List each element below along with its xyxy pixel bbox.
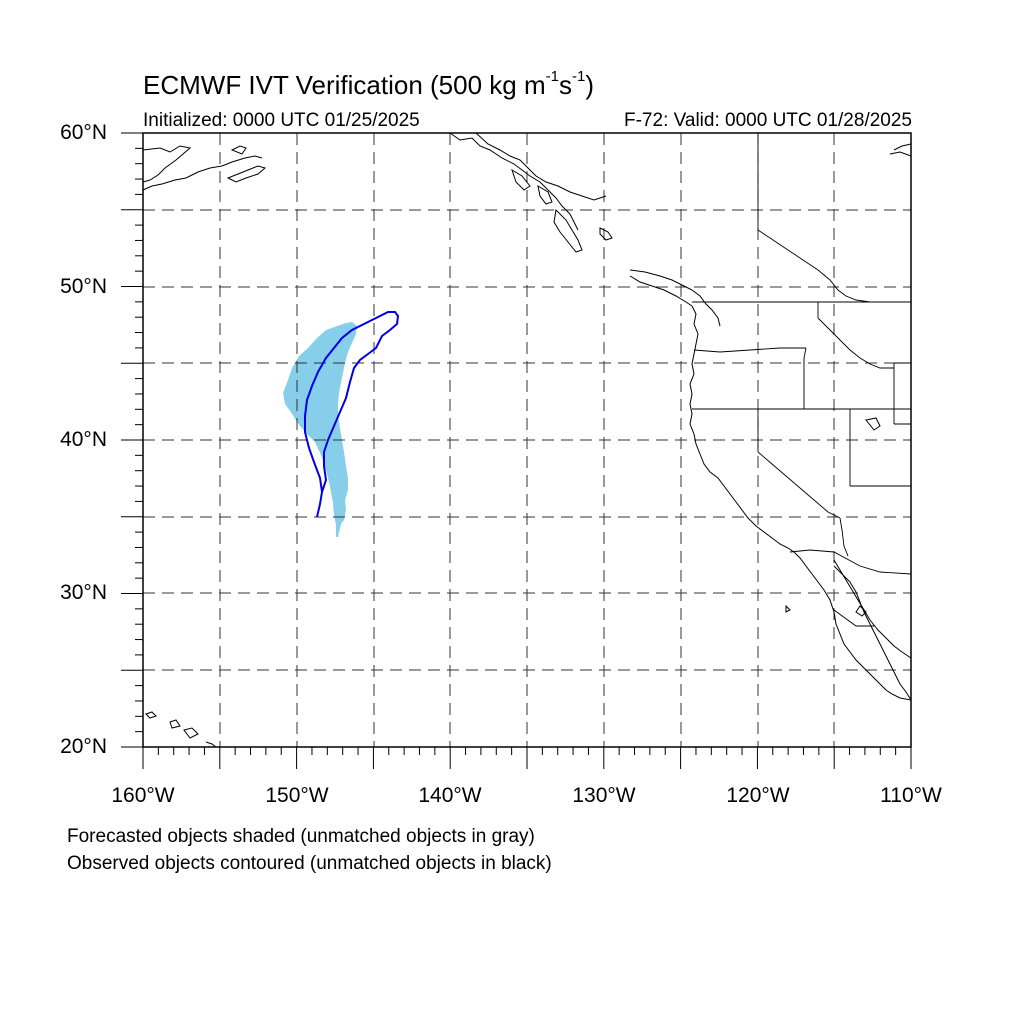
lat-label-20n: 20°N: [60, 735, 107, 758]
lon-label-120w: 120°W: [726, 784, 790, 807]
political-borders: [692, 133, 912, 627]
map-title: ECMWF IVT Verification (500 kg m-1s-1): [143, 68, 594, 100]
legend-forecast: Forecasted objects shaded (unmatched obj…: [67, 826, 535, 847]
lat-label-40n: 40°N: [60, 428, 107, 451]
lat-label-30n: 30°N: [60, 581, 107, 604]
legend-observed: Observed objects contoured (unmatched ob…: [67, 853, 552, 874]
lon-label-130w: 130°W: [572, 784, 636, 807]
lon-label-150w: 150°W: [265, 784, 329, 807]
lon-label-110w: 110°W: [880, 784, 942, 807]
coastlines: [142, 132, 912, 748]
lon-label-160w: 160°W: [111, 784, 175, 807]
graticule: [143, 133, 911, 747]
axis-ticks: [121, 132, 912, 769]
observed-object-contour: [304, 311, 400, 518]
lat-label-50n: 50°N: [60, 275, 107, 298]
lon-label-140w: 140°W: [418, 784, 482, 807]
initialized-label: Initialized: 0000 UTC 01/25/2025: [143, 110, 420, 131]
lat-label-60n: 60°N: [60, 121, 107, 144]
forecast-object: [283, 322, 357, 537]
valid-time-label: F-72: Valid: 0000 UTC 01/28/2025: [624, 110, 912, 131]
